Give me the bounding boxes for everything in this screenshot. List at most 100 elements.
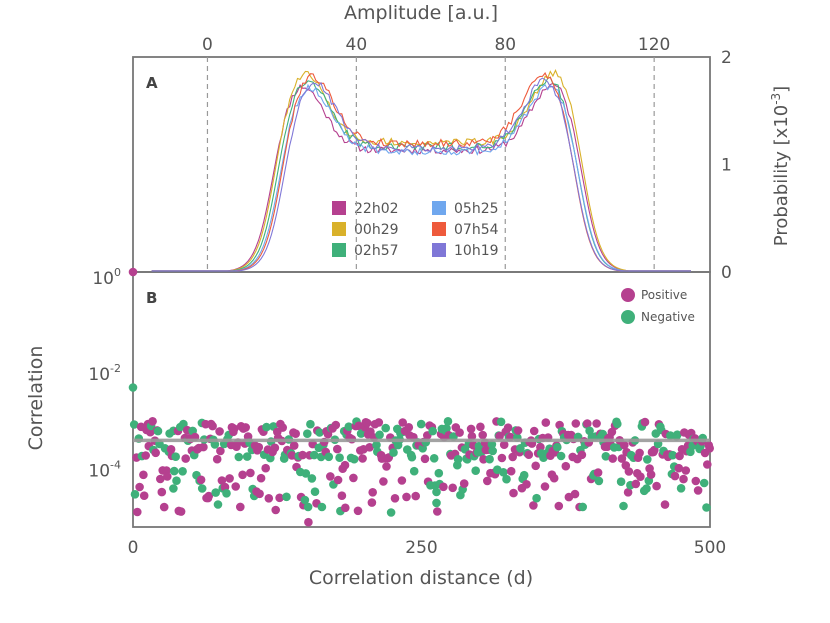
scatter-point bbox=[554, 501, 564, 511]
scatter-point bbox=[433, 507, 442, 516]
scatter-point bbox=[561, 461, 571, 471]
scatter-point bbox=[483, 476, 492, 486]
scatter-point bbox=[488, 446, 498, 456]
scatter-point bbox=[681, 466, 691, 475]
scatter-point bbox=[181, 454, 190, 463]
scatter-point bbox=[270, 443, 280, 453]
scatter-point bbox=[381, 423, 391, 433]
scatter-point bbox=[476, 422, 485, 432]
distribution-line-22h02 bbox=[151, 82, 691, 272]
scatter-point bbox=[642, 484, 651, 493]
panel-b-frame bbox=[132, 271, 711, 528]
scatter-point bbox=[506, 466, 516, 476]
scatter-point bbox=[536, 442, 545, 452]
scatter-point bbox=[443, 417, 453, 426]
scatter-point bbox=[668, 450, 677, 460]
scatter-point bbox=[300, 495, 310, 505]
scatter-point bbox=[508, 452, 517, 462]
scatter-point bbox=[264, 494, 274, 503]
scatter-point bbox=[326, 472, 335, 481]
scatter-point bbox=[631, 479, 641, 489]
ylabel-a-main: Probability [x10 bbox=[771, 105, 792, 246]
top-xtick-label-0: 0 bbox=[202, 35, 213, 55]
scatter-outlier-5 bbox=[169, 484, 178, 493]
panel-b-label: B bbox=[146, 289, 157, 307]
scatter-point bbox=[353, 506, 363, 516]
legend-swatch-10h19 bbox=[432, 243, 446, 257]
panel-a-ylabel: Probability [x10-3] bbox=[769, 86, 792, 246]
distribution-line-00h29 bbox=[151, 69, 691, 272]
scatter-point bbox=[215, 427, 224, 436]
scatter-point bbox=[471, 466, 481, 476]
right-ytick-label-2: 2 bbox=[721, 48, 732, 68]
scatter-point bbox=[519, 470, 529, 480]
scatter-point bbox=[172, 476, 181, 486]
scatter-outlier-2 bbox=[304, 517, 313, 527]
scatter-point bbox=[310, 487, 320, 497]
scatter-point bbox=[420, 454, 430, 464]
scatter-point bbox=[225, 474, 234, 483]
scatter-point bbox=[238, 470, 247, 480]
scatter-point bbox=[531, 461, 540, 471]
scatter-outlier-3 bbox=[341, 503, 350, 513]
scatter-point bbox=[374, 418, 384, 427]
scatter-point bbox=[163, 472, 172, 481]
scatter-point bbox=[502, 474, 511, 484]
scatter-point bbox=[303, 429, 312, 439]
scatter-point bbox=[705, 444, 714, 453]
scatter-point bbox=[208, 421, 217, 431]
legend-label-22h02: 22h02 bbox=[354, 201, 399, 217]
scatter-point bbox=[363, 418, 372, 428]
scatter-point bbox=[204, 491, 214, 501]
scatter-point bbox=[324, 452, 334, 462]
scatter-point bbox=[522, 480, 531, 489]
scatter-point bbox=[616, 477, 626, 487]
scatter-point bbox=[619, 501, 628, 511]
scatter-point bbox=[478, 430, 488, 440]
scatter-point bbox=[409, 466, 419, 476]
scatter-point bbox=[402, 492, 411, 502]
scatter-point bbox=[549, 473, 559, 483]
scatter-point bbox=[497, 453, 507, 463]
scatter-point bbox=[674, 463, 684, 473]
panel-a-legend: 22h02 00h29 02h57 05h25 07h54 10h19 bbox=[332, 201, 499, 259]
scatter-point bbox=[608, 454, 617, 463]
scatter-point bbox=[635, 448, 644, 458]
top-xtick-label-3: 120 bbox=[638, 35, 670, 55]
scatter-point bbox=[693, 486, 703, 495]
scatter-point bbox=[171, 452, 180, 462]
scatter-point bbox=[532, 493, 541, 503]
scatter-point bbox=[499, 440, 509, 450]
scatter-point bbox=[133, 507, 142, 517]
scatter-point bbox=[439, 482, 448, 492]
scatter-point bbox=[650, 445, 659, 455]
scatter-point bbox=[448, 483, 458, 493]
scatter-point bbox=[217, 476, 227, 485]
scatter-point bbox=[652, 481, 661, 491]
ylabel-a-exp: -3 bbox=[769, 93, 783, 105]
scatter-point bbox=[503, 423, 513, 433]
legend-label-positive: Positive bbox=[641, 288, 687, 302]
legend-swatch-07h54 bbox=[432, 222, 446, 236]
scatter-point bbox=[479, 455, 488, 464]
scatter-point bbox=[442, 424, 451, 433]
scatter-point bbox=[135, 482, 144, 492]
scatter-point bbox=[382, 462, 391, 471]
legend-label-05h25: 05h25 bbox=[454, 201, 499, 217]
scatter-point bbox=[317, 502, 327, 512]
legend-swatch-22h02 bbox=[332, 201, 346, 215]
scatter-point bbox=[389, 448, 398, 457]
scatter-point bbox=[675, 451, 684, 461]
scatter-point bbox=[691, 476, 701, 486]
scatter-point bbox=[636, 472, 645, 482]
scatter-point bbox=[594, 476, 604, 486]
scatter-point bbox=[210, 440, 220, 449]
scatter-point bbox=[331, 420, 341, 430]
legend-marker-positive bbox=[621, 288, 635, 302]
distribution-line-05h25 bbox=[151, 83, 691, 272]
scatter-point bbox=[556, 451, 566, 461]
scatter-point bbox=[242, 452, 252, 461]
scatter-point bbox=[309, 450, 319, 460]
scatter-point bbox=[367, 498, 377, 507]
